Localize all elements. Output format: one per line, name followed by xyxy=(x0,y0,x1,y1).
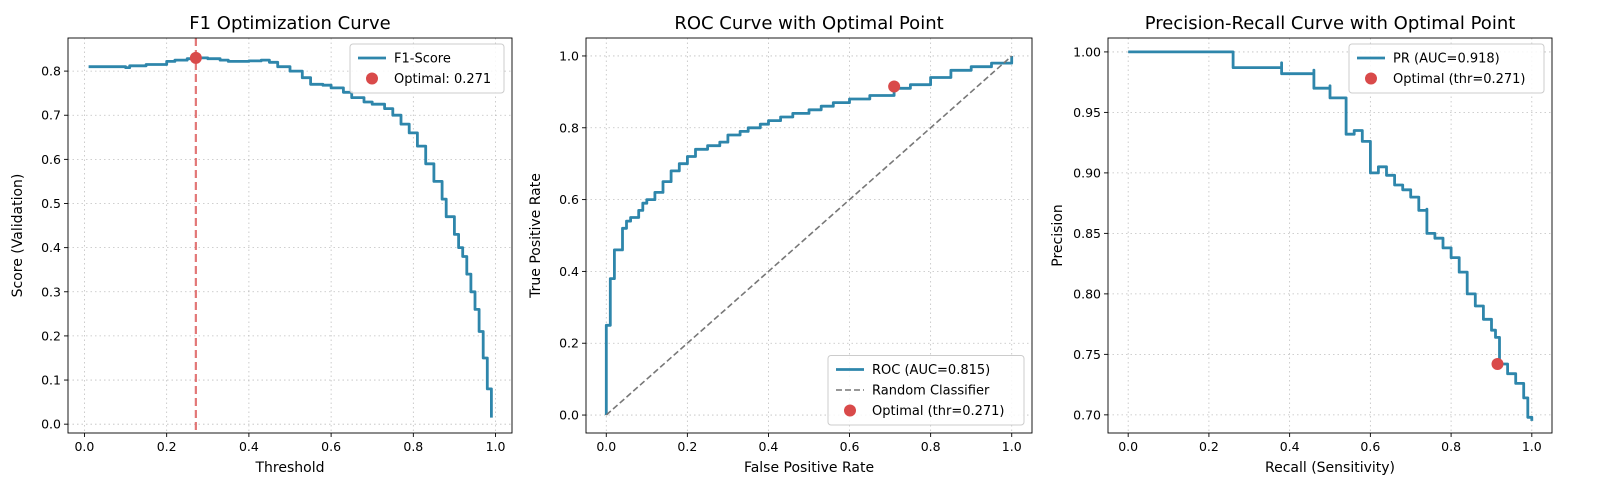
y-tick-label: 0.4 xyxy=(41,240,61,255)
optimal-point-marker xyxy=(189,51,202,64)
y-axis-label: Precision xyxy=(1050,204,1066,266)
y-tick-label: 0.5 xyxy=(41,196,61,211)
y-tick-label: 0.90 xyxy=(1073,165,1101,180)
legend-label: PR (AUC=0.918) xyxy=(1393,52,1500,67)
y-tick-label: 0.0 xyxy=(559,408,579,423)
legend-label: F1-Score xyxy=(394,52,451,67)
y-tick-label: 0.6 xyxy=(559,192,579,207)
x-tick-label: 0.2 xyxy=(157,439,177,454)
x-tick-label: 1.0 xyxy=(486,439,506,454)
y-tick-label: 0.75 xyxy=(1073,347,1101,362)
optimal-point-marker xyxy=(888,80,901,93)
f1-optimization-panel: F1 Optimization Curve Threshold Score (Val… xyxy=(10,13,513,476)
x-tick-label: 0.6 xyxy=(1360,439,1380,454)
optimal-point-marker xyxy=(1491,358,1504,371)
y-axis-label: True Positive Rate xyxy=(528,173,544,299)
legend-label: Optimal (thr=0.271) xyxy=(872,404,1005,419)
plot-frame xyxy=(1107,37,1553,434)
plot-frame xyxy=(585,37,1033,434)
x-tick-label: 0.4 xyxy=(239,439,259,454)
x-tick-label: 0.8 xyxy=(921,439,941,454)
precision-recall-panel: Precision-Recall Curve with Optimal Poin… xyxy=(1050,13,1553,476)
y-axis-label: Score (Validation) xyxy=(10,174,26,298)
x-tick-label: 1.0 xyxy=(1522,439,1542,454)
x-tick-label: 0.2 xyxy=(677,439,697,454)
x-tick-label: 0.6 xyxy=(840,439,860,454)
y-tick-label: 0.0 xyxy=(41,417,61,432)
x-tick-label: 0.0 xyxy=(1118,439,1138,454)
legend-box xyxy=(827,355,1025,426)
x-axis-label: Threshold xyxy=(255,460,325,476)
x-tick-label: 0.8 xyxy=(1441,439,1461,454)
y-tick-label: 0.7 xyxy=(41,108,61,123)
legend-swatch-dot xyxy=(366,72,378,85)
x-axis-label: False Positive Rate xyxy=(744,460,874,476)
y-tick-label: 1.00 xyxy=(1073,44,1101,59)
y-tick-label: 0.6 xyxy=(41,152,61,167)
legend-box xyxy=(349,43,505,94)
x-tick-label: 0.4 xyxy=(1280,439,1300,454)
x-tick-label: 1.0 xyxy=(1002,439,1022,454)
y-tick-label: 0.2 xyxy=(41,328,61,343)
legend: PR (AUC=0.918) Optimal (thr=0.271) xyxy=(1348,43,1545,94)
y-tick-label: 0.70 xyxy=(1073,407,1101,422)
series-line-0 xyxy=(1128,50,1534,421)
chart-title: F1 Optimization Curve xyxy=(189,13,391,34)
x-axis-label: Recall (Sensitivity) xyxy=(1265,460,1395,476)
legend: F1-Score Optimal: 0.271 xyxy=(349,43,505,94)
y-tick-label: 0.85 xyxy=(1073,226,1101,241)
y-tick-label: 0.4 xyxy=(559,264,579,279)
plot-frame xyxy=(67,37,513,434)
legend-swatch-dot xyxy=(844,404,856,417)
x-tick-label: 0.0 xyxy=(596,439,616,454)
y-tick-label: 0.1 xyxy=(41,373,61,388)
grid xyxy=(68,38,512,433)
legend-box xyxy=(1348,43,1545,94)
x-tick-label: 0.2 xyxy=(1199,439,1219,454)
y-tick-label: 0.8 xyxy=(559,120,579,135)
legend: ROC (AUC=0.815) Random Classifier Optimal … xyxy=(827,355,1025,426)
legend-label: ROC (AUC=0.815) xyxy=(872,363,990,378)
legend-label: Random Classifier xyxy=(872,384,990,399)
y-tick-label: 0.95 xyxy=(1073,105,1101,120)
chart-title: Precision-Recall Curve with Optimal Poin… xyxy=(1145,13,1516,34)
legend-label: Optimal (thr=0.271) xyxy=(1393,72,1526,87)
legend-label: Optimal: 0.271 xyxy=(394,72,491,87)
series-line-1 xyxy=(605,55,1013,416)
x-tick-label: 0.4 xyxy=(759,439,779,454)
x-tick-label: 0.0 xyxy=(74,439,94,454)
y-tick-label: 0.2 xyxy=(559,336,579,351)
y-tick-label: 0.8 xyxy=(41,64,61,79)
x-tick-label: 0.8 xyxy=(403,439,423,454)
roc-curve-panel: ROC Curve with Optimal Point False Positi… xyxy=(528,13,1033,476)
legend-swatch-dot xyxy=(1365,72,1377,85)
x-tick-label: 0.6 xyxy=(321,439,341,454)
y-tick-label: 1.0 xyxy=(559,48,579,63)
y-tick-label: 0.80 xyxy=(1073,286,1101,301)
series-line-0 xyxy=(88,56,493,418)
chart-title: ROC Curve with Optimal Point xyxy=(674,13,943,34)
y-tick-label: 0.3 xyxy=(41,284,61,299)
